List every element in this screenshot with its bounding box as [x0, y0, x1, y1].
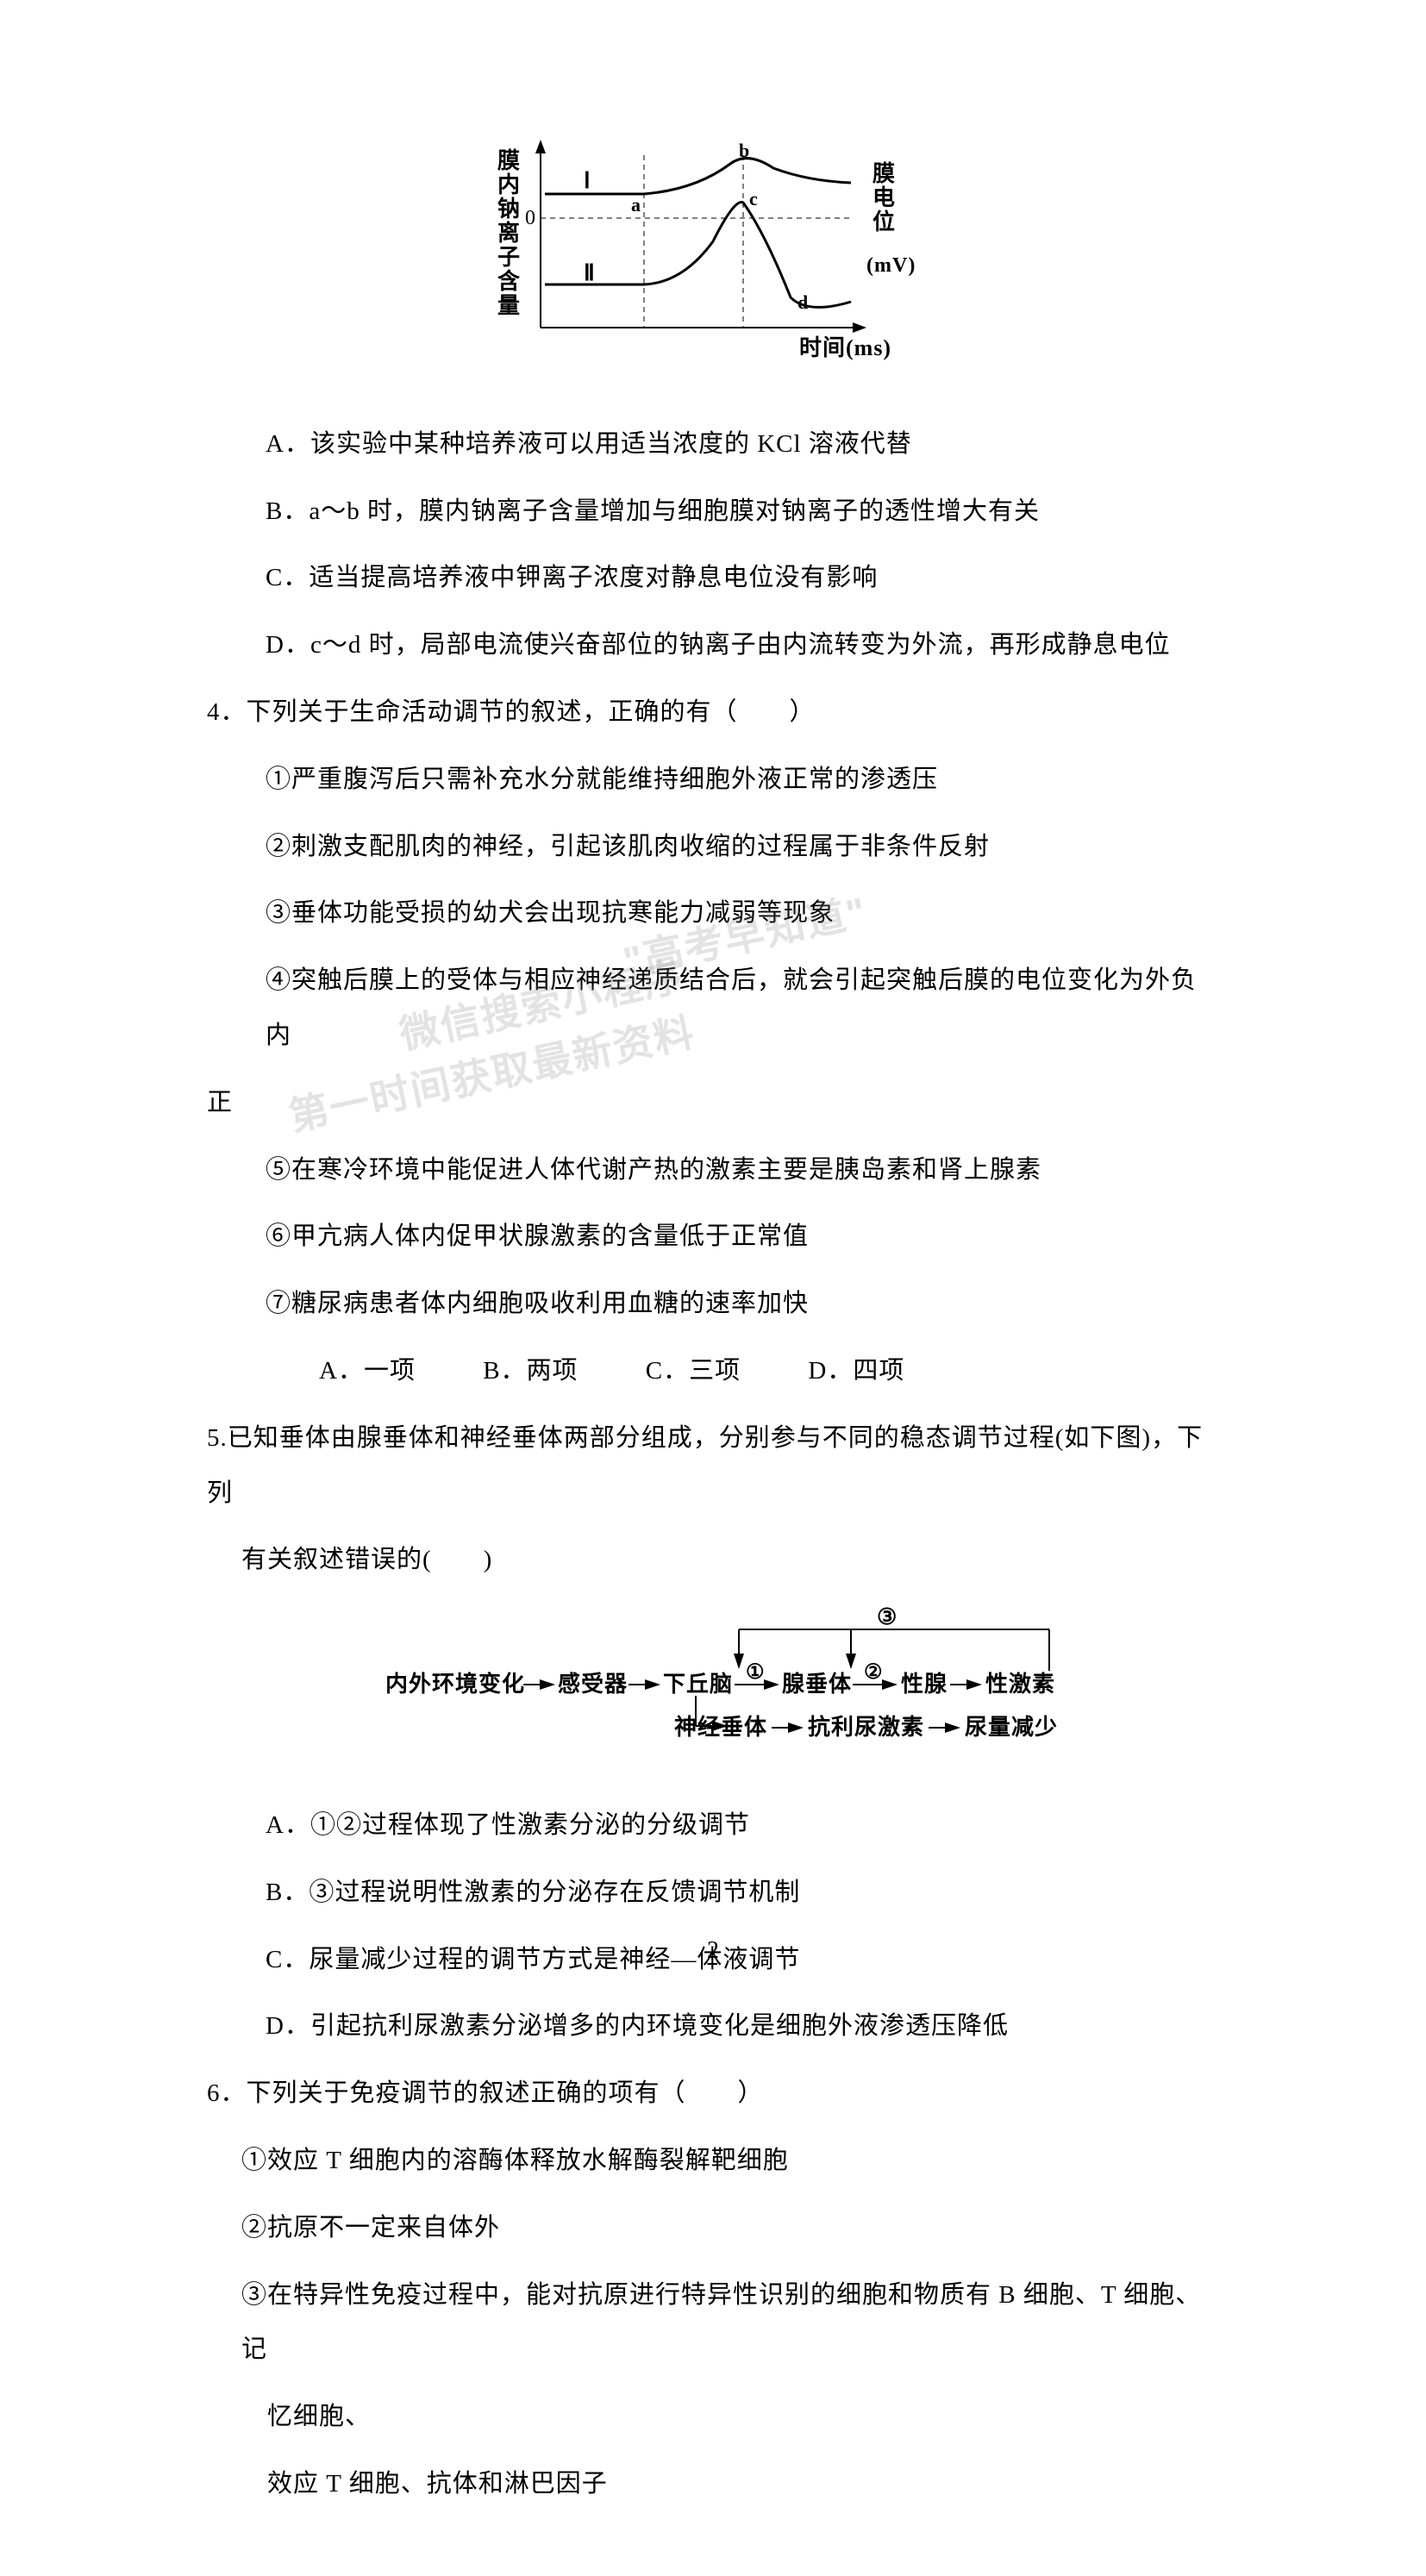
diagram2-svg: ③ 内外环境变化 感受器 下丘脑 ① 腺垂体 ② 性腺 性激素 神经垂体 抗利尿… — [385, 1605, 1161, 1752]
q4-s4b: 正 — [207, 1076, 1219, 1131]
q4-stem: 4．下列关于生命活动调节的叙述，正确的有（ ） — [207, 685, 1219, 741]
q4-s5: ⑤在寒冷环境中能促进人体代谢产热的激素主要是胰岛素和肾上腺素 — [207, 1143, 1219, 1198]
y-axis-arrow — [535, 140, 546, 153]
circ3: ③ — [877, 1605, 898, 1629]
q4-s1: ①严重腹泻后只需补充水分就能维持细胞外液正常的渗透压 — [207, 753, 1219, 808]
q6-s2: ②抗原不一定来自体外 — [207, 2201, 1219, 2256]
q6-s1: ①效应 T 细胞内的溶酶体释放水解酶裂解靶细胞 — [207, 2134, 1219, 2189]
q5-stem2: 有关叙述错误的( ) — [207, 1533, 1219, 1588]
page-number: 2 — [0, 1937, 1426, 1965]
zero-label: 0 — [525, 207, 536, 229]
d2-r2n2: 抗利尿激素 — [808, 1714, 924, 1740]
label-b: b — [739, 140, 750, 161]
q3-option-a: A．该实验中某种培养液可以用适当浓度的 KCl 溶液代替 — [207, 417, 1219, 472]
d2-n4: 性腺 — [901, 1672, 948, 1697]
diagram-hormone-pathway: ③ 内外环境变化 感受器 下丘脑 ① 腺垂体 ② 性腺 性激素 神经垂体 抗利尿… — [385, 1605, 1041, 1773]
d2-r2n1: 神经垂体 — [674, 1714, 767, 1740]
d2-n2: 下丘脑 — [663, 1672, 733, 1697]
q5-option-d: D．引起抗利尿激素分泌增多的内环境变化是细胞外液渗透压降低 — [207, 1999, 1219, 2054]
q6-stem: 6．下列关于免疫调节的叙述正确的项有（ ） — [207, 2066, 1219, 2122]
label-c: c — [749, 188, 759, 209]
q5-option-b: B．③过程说明性激素的分泌存在反馈调节机制 — [207, 1866, 1219, 1921]
chart1-svg: 膜 内 钠 离 子 含 量 0 Ⅰ — [480, 129, 946, 371]
q3-option-c: C．适当提高培养液中钾离子浓度对静息电位没有影响 — [207, 551, 1219, 606]
q4-s7: ⑦糖尿病患者体内细胞吸收利用血糖的速率加快 — [207, 1277, 1219, 1332]
q4-s6: ⑥甲亢病人体内促甲状腺激素的含量低于正常值 — [207, 1210, 1219, 1265]
y-axis-label: 膜 内 钠 离 子 含 量 — [497, 148, 528, 318]
q4-option-c: C．三项 — [646, 1357, 741, 1385]
q4-options-row: A．一项 B．两项 C．三项 D．四项 — [207, 1344, 1219, 1399]
circ2: ② — [864, 1661, 884, 1684]
q5-stem: 5.已知垂体由腺垂体和神经垂体两部分组成，分别参与不同的稳态调节过程(如下图)，… — [207, 1411, 1219, 1522]
q4-s2: ②刺激支配肌肉的神经，引起该肌肉收缩的过程属于非条件反射 — [207, 820, 1219, 875]
q4-option-a: A．一项 — [319, 1357, 416, 1385]
q6-s3c: 效应 T 细胞、抗体和淋巴因子 — [207, 2457, 1219, 2512]
d2-n1: 感受器 — [558, 1671, 628, 1697]
x-axis-label: 时间(ms) — [799, 335, 891, 360]
q4-s3: ③垂体功能受损的幼犬会出现抗寒能力减弱等现象 — [207, 886, 1219, 941]
q6-s3: ③在特异性免疫过程中，能对抗原进行特异性识别的细胞和物质有 B 细胞、T 细胞、… — [207, 2268, 1219, 2379]
page-content: 膜 内 钠 离 子 含 量 0 Ⅰ — [0, 0, 1426, 2576]
right-label-1: 膜 电 位 — [872, 161, 903, 234]
q6-s3b: 忆细胞、 — [207, 2390, 1219, 2445]
label-II: Ⅱ — [584, 260, 596, 285]
q4-option-b: B．两项 — [483, 1357, 578, 1385]
q4-s4: ④突触后膜上的受体与相应神经递质结合后，就会引起突触后膜的电位变化为外负内 — [207, 953, 1219, 1064]
q4-option-d: D．四项 — [808, 1357, 904, 1385]
label-I: Ⅰ — [584, 168, 591, 193]
q3-option-b: B．a～b 时，膜内钠离子含量增加与细胞膜对钠离子的透性增大有关 — [207, 485, 1219, 540]
d2-n3: 腺垂体 — [781, 1672, 852, 1697]
d2-n0: 内外环境变化 — [385, 1671, 525, 1697]
d2-n5: 性激素 — [985, 1671, 1055, 1697]
q5-option-a: A．①②过程体现了性激素分泌的分级调节 — [207, 1798, 1219, 1854]
label-a: a — [631, 194, 641, 216]
circ1: ① — [746, 1661, 766, 1684]
q3-option-d: D．c～d 时，局部电流使兴奋部位的钠离子由内流转变为外流，再形成静息电位 — [207, 618, 1219, 673]
right-label-mv: (mV) — [866, 254, 916, 277]
x-axis-arrow — [853, 322, 866, 333]
label-d: d — [797, 291, 809, 313]
chart-membrane-potential: 膜 内 钠 离 子 含 量 0 Ⅰ — [480, 129, 946, 391]
d2-r2n3: 尿量减少 — [965, 1715, 1058, 1740]
